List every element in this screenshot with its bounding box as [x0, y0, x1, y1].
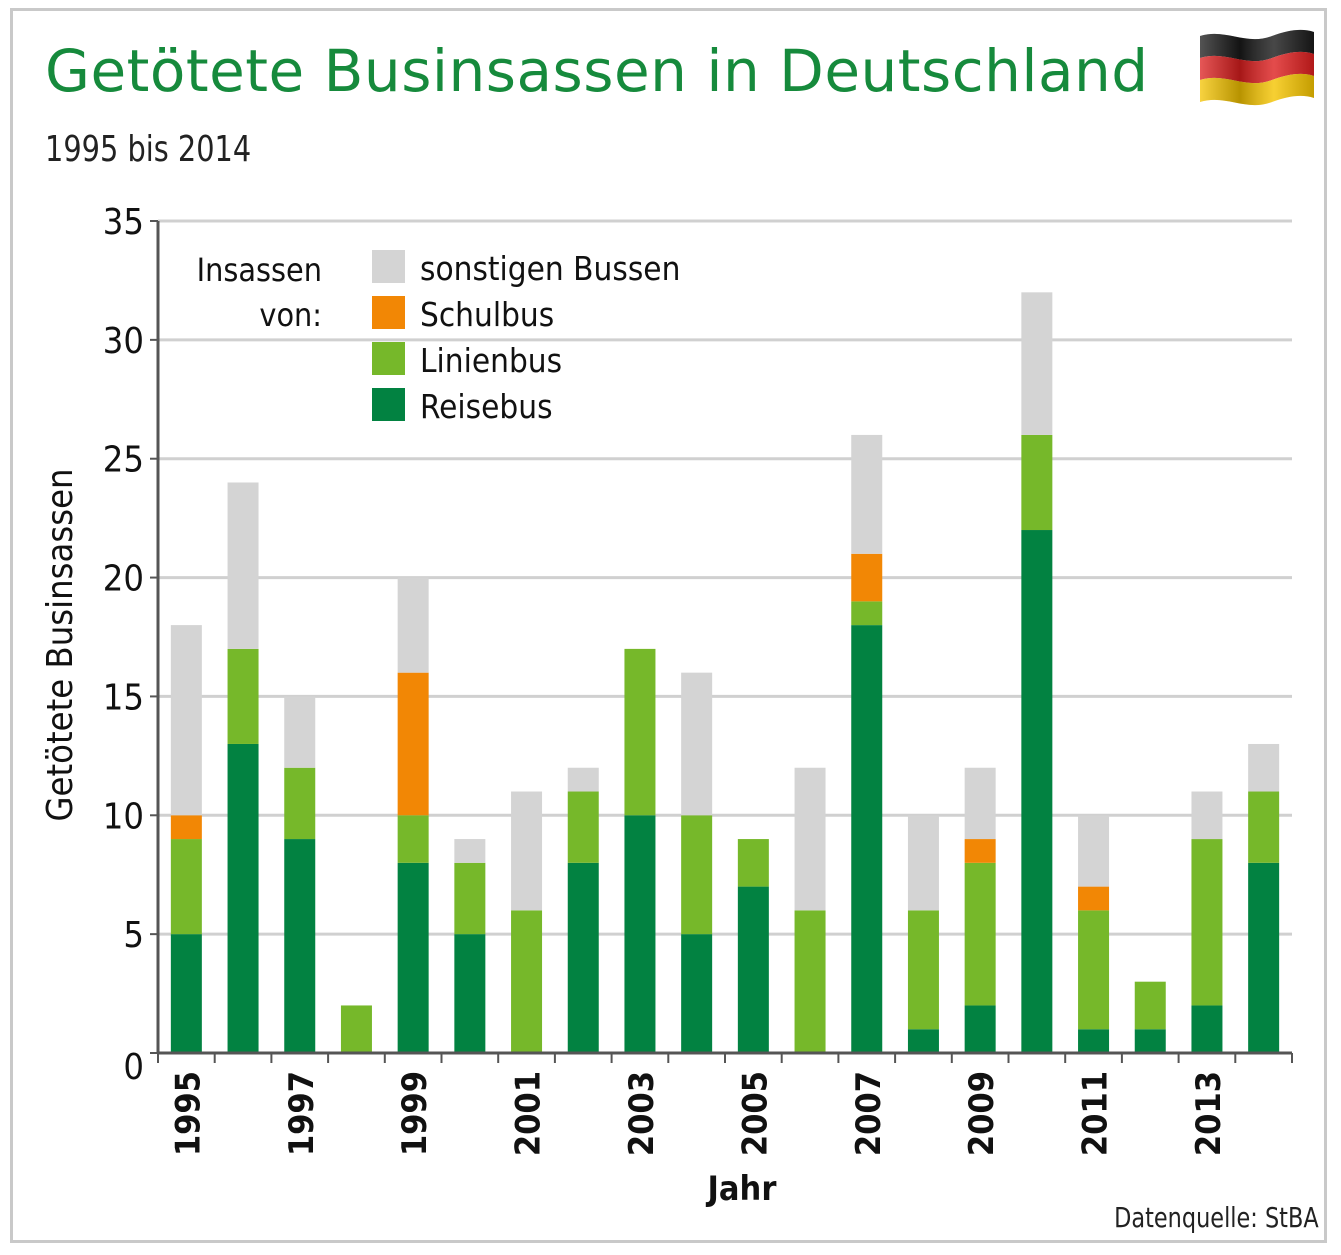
x-tick-label-2007: 2007: [849, 1071, 889, 1156]
bar-linienbus-2012: [1134, 981, 1166, 1030]
bar-reisebus-2004: [681, 934, 713, 1053]
bar-linienbus-2008: [907, 910, 939, 1030]
y-tick-label: 20: [103, 559, 144, 600]
bar-sonstige-2006: [794, 767, 826, 911]
bar-reisebus-2008: [907, 1029, 939, 1053]
bar-reisebus-2013: [1191, 1005, 1223, 1053]
legend-label-reisebus: Reisebus: [420, 387, 553, 426]
bar-schulbus-1999: [397, 672, 429, 816]
bar-sonstige-2007: [851, 434, 883, 554]
bar-linienbus-2009: [964, 862, 996, 1006]
bar-linienbus-1995: [170, 839, 202, 935]
bar-linienbus-2011: [1078, 910, 1110, 1030]
x-tick-label-1997: 1997: [282, 1071, 322, 1156]
bar-reisebus-2011: [1078, 1029, 1110, 1053]
bar-schulbus-2007: [851, 553, 883, 602]
bar-reisebus-2010: [1021, 530, 1053, 1053]
y-tick-label: 25: [103, 440, 144, 481]
y-tick-label: 10: [103, 796, 144, 837]
bar-sonstige-1999: [397, 577, 429, 673]
bar-sonstige-2013: [1191, 791, 1223, 840]
bar-reisebus-2012: [1134, 1029, 1166, 1053]
x-tick-label-1995: 1995: [168, 1071, 208, 1156]
bar-reisebus-1997: [284, 839, 316, 1053]
bar-reisebus-1999: [397, 862, 429, 1053]
x-tick-label-2011: 2011: [1076, 1071, 1116, 1156]
y-axis-title: Getötete Businsassen: [40, 468, 81, 821]
bar-reisebus-2000: [454, 934, 486, 1053]
bar-sonstige-2014: [1248, 743, 1280, 792]
x-axis-title: Jahr: [706, 1169, 778, 1209]
bar-linienbus-2013: [1191, 839, 1223, 1006]
bar-reisebus-2005: [737, 886, 769, 1053]
x-tick-label-2009: 2009: [962, 1071, 1002, 1156]
legend-heading-line1: Insassen: [197, 251, 322, 289]
y-tick-label: 5: [123, 915, 144, 956]
legend-label-schulbus: Schulbus: [420, 295, 554, 334]
gridlines: [158, 219, 1292, 936]
bar-sonstige-2008: [907, 815, 939, 911]
bar-linienbus-2004: [681, 815, 713, 935]
bar-schulbus-1995: [170, 815, 202, 840]
legend-label-sonstige: sonstigen Bussen: [420, 249, 680, 288]
bar-linienbus-2006: [794, 910, 826, 1053]
bar-reisebus-2014: [1248, 862, 1280, 1053]
axes: 0 5 10 15 20 25 30 35: [103, 202, 1293, 1088]
legend-swatch-reisebus: [372, 388, 405, 421]
legend-label-linienbus: Linienbus: [420, 341, 562, 380]
bar-linienbus-1998: [340, 1005, 372, 1053]
data-source-note: Datenquelle: StBA: [1114, 1201, 1319, 1234]
bar-sonstige-2011: [1078, 815, 1110, 887]
legend: Insassen von: sonstigen Bussen Schulbus Lini…: [197, 249, 681, 426]
chart-subtitle: 1995 bis 2014: [45, 129, 252, 170]
bar-linienbus-2010: [1021, 434, 1053, 531]
bar-schulbus-2011: [1078, 886, 1110, 911]
bar-linienbus-1997: [284, 767, 316, 840]
bar-reisebus-2009: [964, 1005, 996, 1053]
bar-sonstige-2004: [681, 672, 713, 816]
bars: [170, 292, 1280, 1053]
axis-labels: 1995 1997 1999 2001 2003 2005 2007 2009 2011 2013…: [40, 468, 1229, 1209]
bar-schulbus-2009: [964, 839, 996, 863]
bar-sonstige-2009: [964, 767, 996, 840]
bar-sonstige-2010: [1021, 292, 1053, 435]
bar-reisebus-1996: [227, 743, 259, 1053]
chart-title: Getötete Businsassen in Deutschland: [45, 37, 1149, 105]
bar-linienbus-2001: [511, 910, 543, 1053]
bar-linienbus-1996: [227, 648, 259, 744]
legend-swatch-schulbus: [372, 296, 405, 329]
chart-frame: [10, 8, 1327, 1243]
bar-linienbus-2003: [624, 648, 656, 816]
germany-flag-icon: [1200, 29, 1314, 106]
bar-linienbus-2005: [737, 839, 769, 887]
bar-sonstige-2000: [454, 839, 486, 863]
bar-sonstige-1996: [227, 482, 259, 649]
bar-sonstige-1995: [170, 625, 202, 816]
legend-swatch-sonstige: [372, 250, 405, 283]
x-tick-label-2013: 2013: [1189, 1071, 1229, 1156]
x-tick-label-2005: 2005: [735, 1071, 775, 1156]
y-tick-label: 35: [103, 202, 144, 243]
bar-reisebus-2002: [567, 862, 599, 1053]
bar-reisebus-2003: [624, 815, 656, 1053]
y-tick-label: 0: [123, 1047, 144, 1088]
bar-sonstige-2001: [511, 791, 543, 911]
y-tick-label: 30: [103, 321, 144, 362]
bar-linienbus-2000: [454, 862, 486, 935]
bar-reisebus-1995: [170, 934, 202, 1053]
bar-linienbus-2007: [851, 601, 883, 626]
x-tick-label-2003: 2003: [622, 1071, 662, 1156]
bar-sonstige-1997: [284, 696, 316, 768]
bar-reisebus-2007: [851, 625, 883, 1053]
legend-swatch-linienbus: [372, 342, 405, 375]
bar-linienbus-2014: [1248, 791, 1280, 863]
bar-linienbus-2002: [567, 791, 599, 863]
bar-linienbus-1999: [397, 815, 429, 863]
bar-sonstige-2002: [567, 767, 599, 792]
x-tick-label-2001: 2001: [509, 1071, 549, 1156]
y-tick-label: 15: [103, 677, 144, 718]
x-tick-label-1999: 1999: [395, 1071, 435, 1156]
legend-heading-line2: von:: [259, 296, 322, 334]
